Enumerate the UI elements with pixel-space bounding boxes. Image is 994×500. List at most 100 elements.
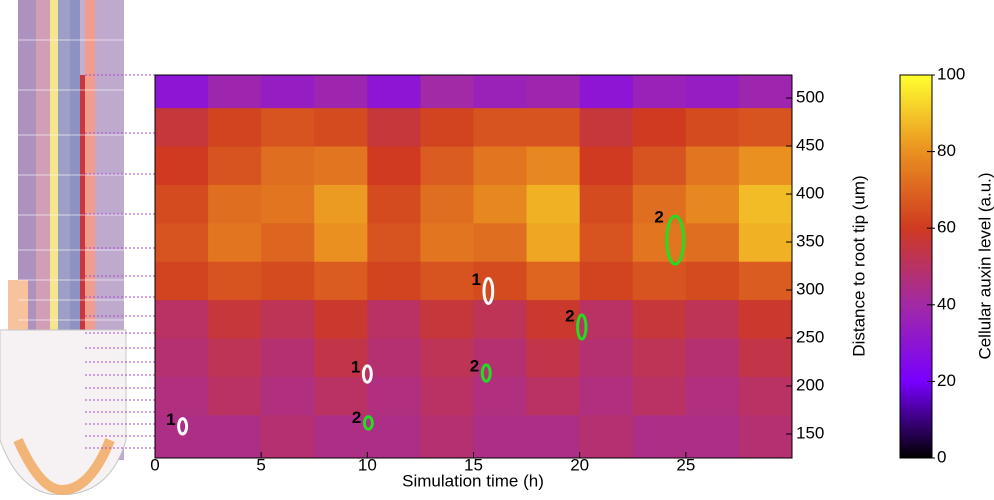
- annotation-ellipse: [361, 364, 373, 384]
- heat-cell: [261, 261, 315, 301]
- heat-cell: [738, 107, 793, 147]
- heat-cell: [261, 107, 315, 147]
- annotation-ellipse: [576, 313, 588, 341]
- heat-cell: [367, 107, 421, 147]
- heat-cell: [208, 146, 262, 185]
- heat-cell: [314, 146, 368, 185]
- x-tick-label: 0: [150, 455, 159, 474]
- heat-cell: [685, 299, 740, 339]
- heat-cell: [685, 338, 740, 377]
- heat-cell: [261, 376, 315, 416]
- heat-cell: [526, 222, 581, 262]
- heat-cell: [420, 75, 474, 109]
- root-column: [80, 75, 85, 460]
- heat-cell: [155, 261, 209, 301]
- heat-cell: [526, 184, 581, 224]
- heat-cell: [685, 75, 740, 109]
- heat-cell: [208, 222, 262, 262]
- heat-cell: [208, 184, 262, 224]
- heat-cell: [738, 184, 793, 224]
- heat-cell: [526, 376, 581, 416]
- annotation-label: 1: [472, 270, 481, 289]
- annotation-ellipse: [177, 417, 189, 436]
- heat-cell: [632, 414, 687, 459]
- heat-cell: [632, 75, 687, 109]
- heat-cell: [420, 222, 474, 262]
- root-cap: [13, 437, 115, 496]
- heat-cell: [420, 338, 474, 377]
- heat-cell: [420, 414, 474, 459]
- x-tick-label: 25: [676, 455, 695, 474]
- heat-cell: [473, 414, 528, 459]
- heat-cell: [632, 261, 687, 301]
- y-tick-label: 450: [796, 136, 824, 155]
- root-schematic: [0, 0, 155, 496]
- heat-cell: [685, 146, 740, 185]
- heat-cell: [738, 222, 793, 262]
- annotation-ellipse: [480, 363, 492, 383]
- heat-cell: [632, 146, 687, 185]
- heat-cell: [579, 146, 634, 185]
- heat-cell: [579, 376, 634, 416]
- annotation-label: 2: [565, 306, 574, 325]
- heat-cell: [208, 299, 262, 339]
- heat-cell: [526, 414, 581, 459]
- heat-cell: [473, 299, 528, 339]
- heat-cell: [155, 107, 209, 147]
- y-tick-label: 400: [796, 184, 824, 203]
- y-tick-label: 150: [796, 423, 824, 442]
- heat-cell: [579, 75, 634, 109]
- colorbar-tick-label: 20: [937, 371, 956, 390]
- annotation-label: 1: [166, 410, 175, 429]
- heat-cell: [579, 414, 634, 459]
- annotation-ellipse: [665, 214, 686, 266]
- heat-cell: [473, 376, 528, 416]
- heat-cell: [314, 414, 368, 459]
- heat-cell: [261, 75, 315, 109]
- heat-cell: [155, 184, 209, 224]
- heat-cell: [685, 107, 740, 147]
- annotation-ellipse: [482, 276, 495, 305]
- heat-cell: [367, 184, 421, 224]
- heat-cell: [367, 376, 421, 416]
- heat-cell: [473, 107, 528, 147]
- heat-cell: [367, 146, 421, 185]
- y-axis-title: Distance to root tip (um): [849, 175, 868, 356]
- heat-cell: [155, 376, 209, 416]
- heat-cell: [314, 107, 368, 147]
- heat-cell: [208, 75, 262, 109]
- heat-cell: [526, 261, 581, 301]
- heat-cell: [314, 299, 368, 339]
- heat-cell: [685, 414, 740, 459]
- colorbar-tick-label: 60: [937, 218, 956, 237]
- heat-cell: [420, 376, 474, 416]
- y-tick-label: 500: [796, 88, 824, 107]
- heat-cell: [261, 146, 315, 185]
- heat-cell: [261, 184, 315, 224]
- heat-cell: [261, 299, 315, 339]
- root-column: [85, 0, 95, 460]
- heat-cell: [314, 376, 368, 416]
- heat-cell: [261, 222, 315, 262]
- x-tick-label: 5: [256, 455, 265, 474]
- heat-cell: [473, 146, 528, 185]
- heat-cell: [314, 75, 368, 109]
- heat-cell: [155, 222, 209, 262]
- heat-cell: [632, 299, 687, 339]
- heat-cell: [420, 184, 474, 224]
- heat-cell: [738, 261, 793, 301]
- annotation-label: 1: [351, 357, 360, 376]
- colorbar: [899, 74, 933, 459]
- root-cap: [8, 280, 28, 330]
- heat-cell: [208, 338, 262, 377]
- y-tick-label: 200: [796, 375, 824, 394]
- heat-cell: [473, 222, 528, 262]
- heat-cell: [526, 146, 581, 185]
- heat-cell: [473, 75, 528, 109]
- annotation-label: 2: [654, 208, 663, 227]
- heat-cell: [155, 414, 209, 459]
- heat-cell: [155, 338, 209, 377]
- colorbar-tick-label: 100: [937, 64, 965, 83]
- colorbar-title: Cellular auxin level (a.u.): [975, 172, 994, 359]
- heat-cell: [738, 414, 793, 459]
